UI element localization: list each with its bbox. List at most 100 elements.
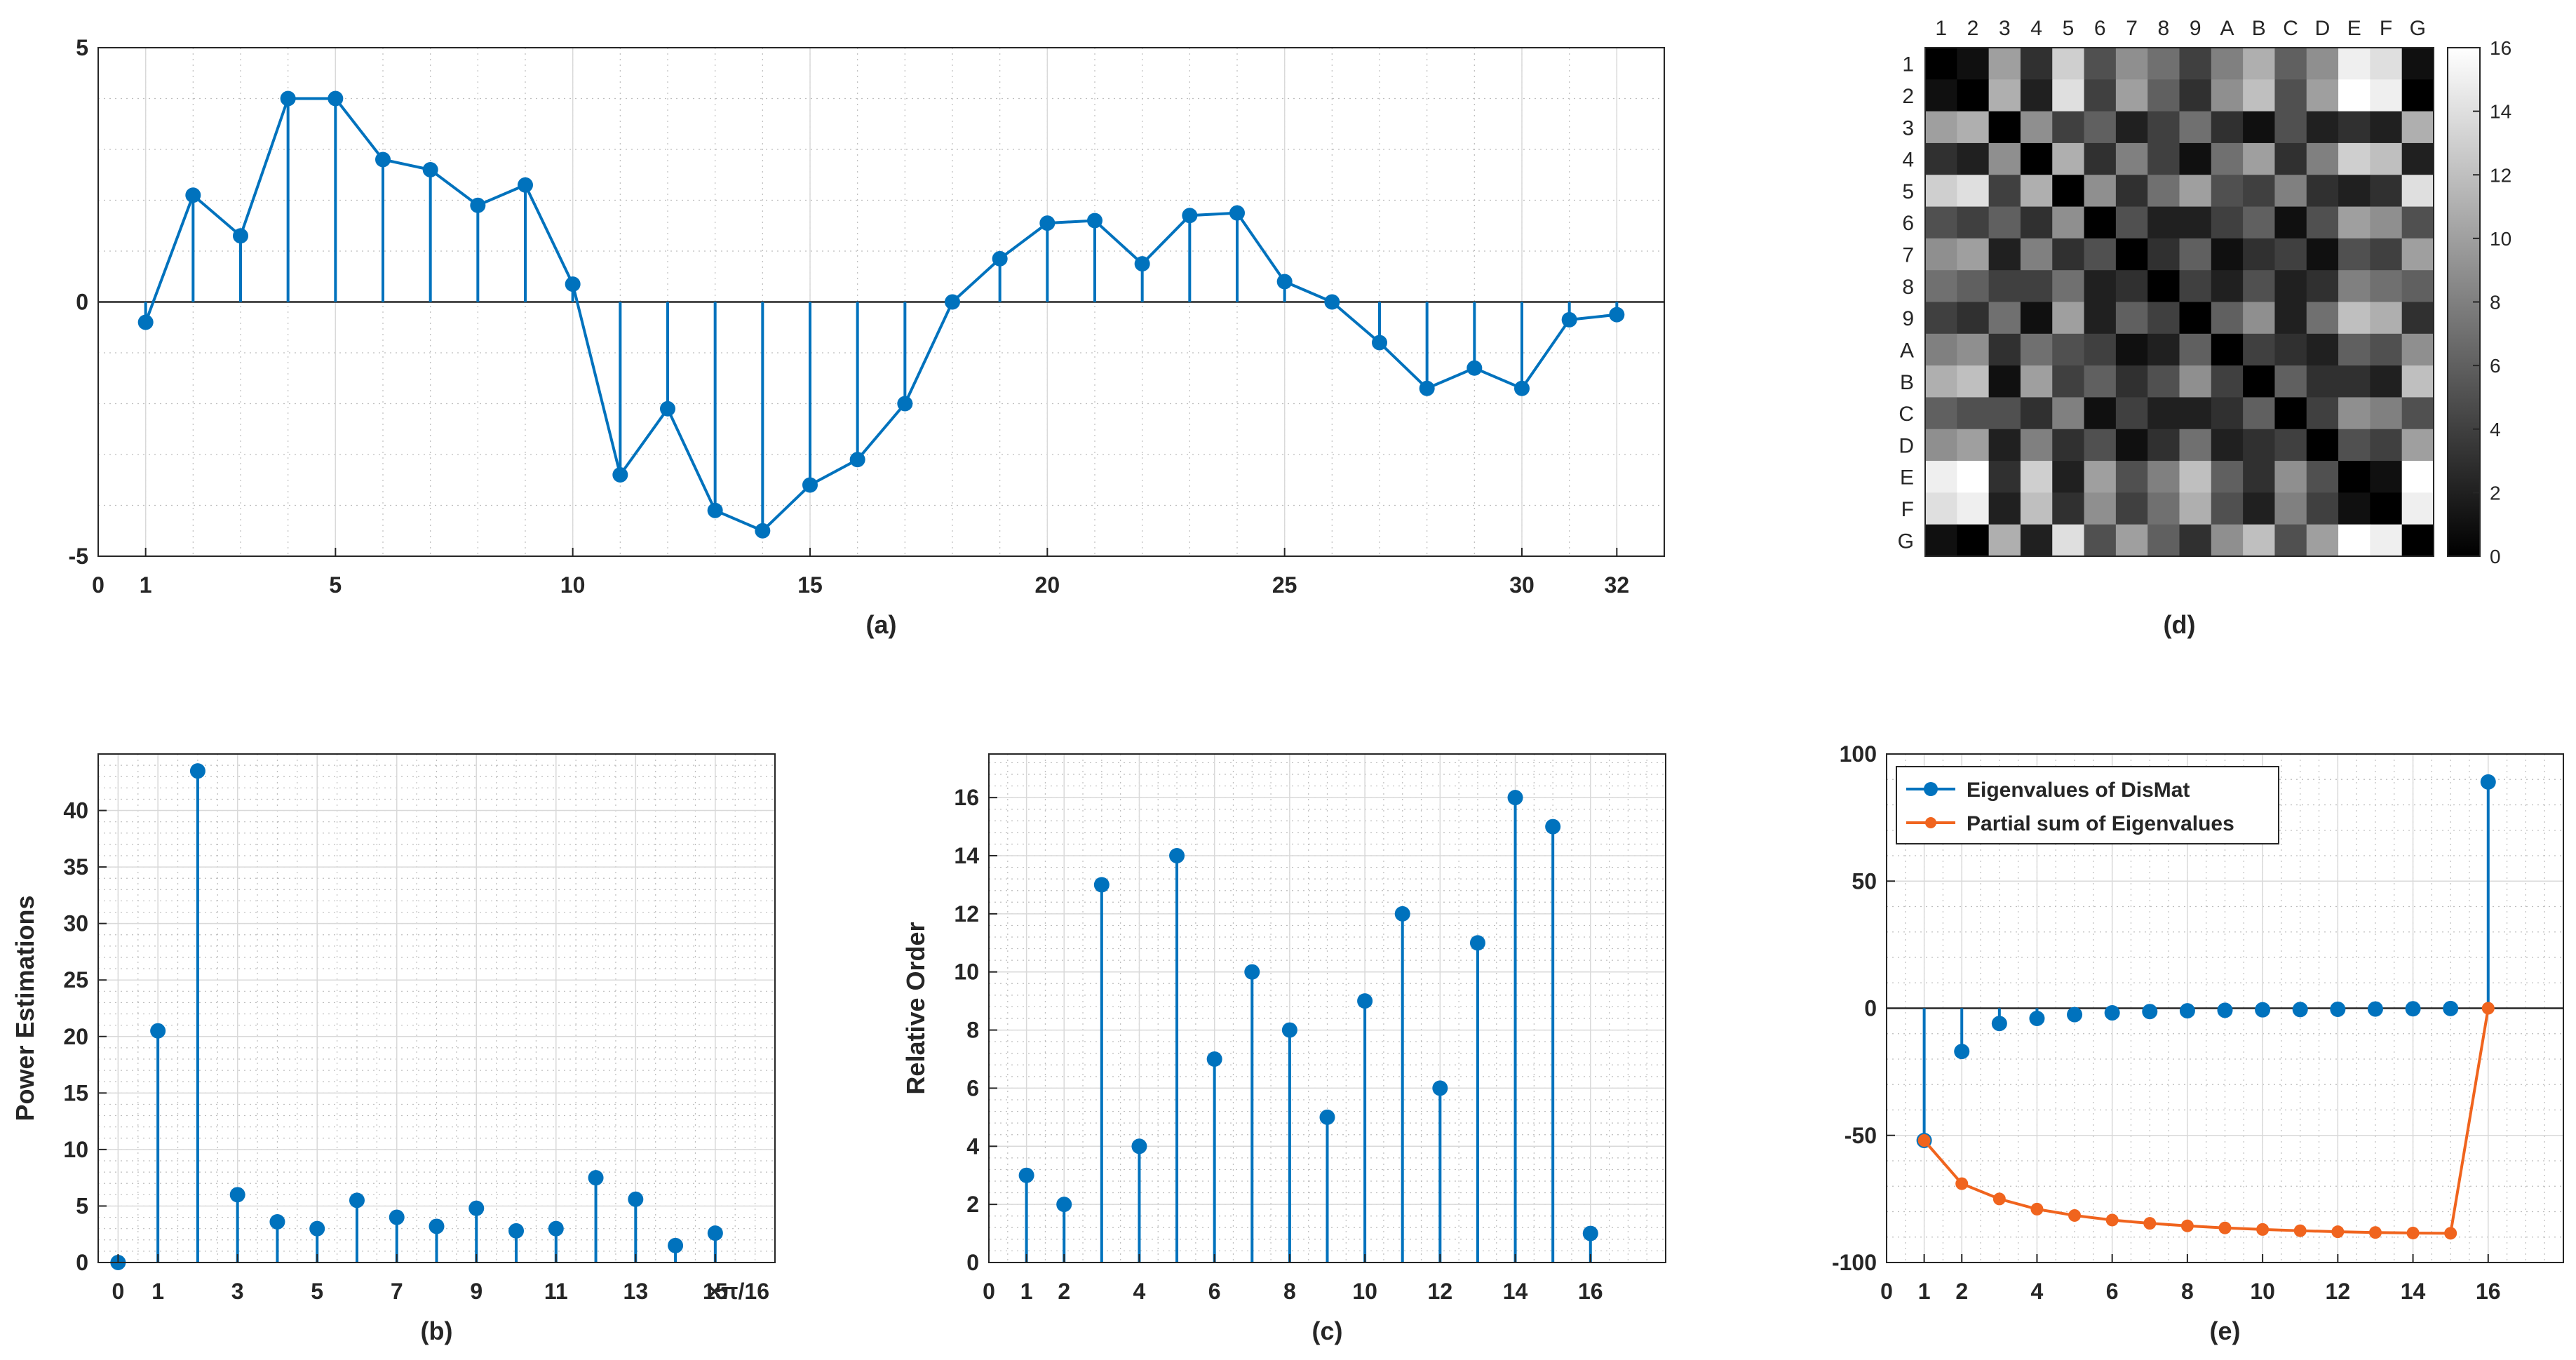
heatmap-cell bbox=[2243, 238, 2275, 271]
caption-d: (d) bbox=[2164, 610, 2196, 639]
heatmap-cell bbox=[2370, 524, 2403, 557]
heatmap-cell bbox=[1957, 270, 1990, 302]
y-axis-label: Power Estimations bbox=[11, 895, 39, 1121]
data-point bbox=[2480, 774, 2496, 790]
heatmap-cell bbox=[2052, 270, 2085, 302]
y-tick-label: 100 bbox=[1840, 741, 1877, 767]
heatmap-cell bbox=[1925, 461, 1957, 493]
heatmap-cell bbox=[2084, 524, 2117, 557]
column-label: 6 bbox=[2094, 17, 2106, 40]
heatmap-cell bbox=[2243, 302, 2275, 335]
data-point bbox=[185, 187, 201, 203]
data-point bbox=[1169, 848, 1185, 863]
data-point bbox=[2368, 1226, 2382, 1239]
heatmap-cell bbox=[2211, 302, 2244, 335]
heatmap-cell bbox=[1925, 302, 1957, 335]
heatmap-cell bbox=[2243, 142, 2275, 175]
data-point bbox=[1131, 1138, 1147, 1154]
data-point bbox=[2068, 1208, 2082, 1222]
heatmap-cell bbox=[2179, 111, 2212, 144]
heatmap-cell bbox=[1957, 492, 1990, 525]
heatmap-cell bbox=[2370, 333, 2403, 366]
data-point bbox=[2331, 1225, 2345, 1239]
data-point bbox=[328, 90, 344, 107]
heatmap-cell bbox=[2115, 48, 2148, 80]
colorbar-tick-label: 14 bbox=[2490, 101, 2511, 123]
x-tick-label: 14 bbox=[1503, 1279, 1528, 1304]
y-tick-label: 14 bbox=[954, 843, 979, 868]
heatmap-cell bbox=[2274, 429, 2307, 462]
data-point bbox=[1056, 1197, 1072, 1213]
row-label: B bbox=[1900, 371, 1914, 394]
x-tick-label: 12 bbox=[1428, 1279, 1453, 1304]
x-tick-label: 6 bbox=[1208, 1279, 1221, 1304]
colorbar-tick-label: 16 bbox=[2490, 37, 2511, 59]
y-tick-label: 5 bbox=[76, 1193, 88, 1218]
heatmap-cell bbox=[1957, 397, 1990, 430]
data-point bbox=[269, 1214, 285, 1230]
row-label: F bbox=[1901, 498, 1914, 521]
y-tick-label: -100 bbox=[1832, 1250, 1877, 1275]
heatmap-cell bbox=[2211, 142, 2244, 175]
legend-swatch-marker bbox=[1924, 782, 1938, 796]
data-point bbox=[1582, 1225, 1598, 1241]
heatmap-cell bbox=[2052, 365, 2085, 398]
row-label: E bbox=[1900, 466, 1914, 490]
data-point bbox=[309, 1220, 325, 1237]
heatmap-cell bbox=[2211, 79, 2244, 112]
heatmap-cell bbox=[2274, 365, 2307, 398]
data-point bbox=[992, 250, 1008, 267]
heatmap-cell bbox=[2084, 206, 2117, 239]
heatmap-cell bbox=[2115, 175, 2148, 208]
x-tick-label: 10 bbox=[560, 572, 586, 598]
series-e-1 bbox=[1917, 1002, 2495, 1240]
data-point bbox=[707, 1225, 723, 1241]
column-label: E bbox=[2347, 17, 2361, 40]
heatmap-cell bbox=[2052, 175, 2085, 208]
heatmap-cell bbox=[2306, 48, 2339, 80]
heatmap-cell bbox=[2179, 492, 2212, 525]
heatmap-cell bbox=[2306, 429, 2339, 462]
x-tick-label: 5 bbox=[311, 1279, 323, 1304]
colorbar-tick-label: 8 bbox=[2490, 292, 2501, 314]
heatmap-cell bbox=[2401, 111, 2434, 144]
data-point bbox=[1182, 208, 1198, 224]
y-tick-label: 5 bbox=[76, 35, 88, 60]
heatmap-cell bbox=[2401, 48, 2434, 80]
heatmap-cell bbox=[2147, 429, 2180, 462]
row-label: 4 bbox=[1902, 149, 1914, 172]
data-point bbox=[518, 177, 533, 193]
data-point bbox=[389, 1209, 405, 1225]
x-tick-label: 11 bbox=[544, 1279, 568, 1304]
heatmap-cell bbox=[2338, 461, 2371, 493]
heatmap-cell bbox=[1925, 206, 1957, 239]
data-point bbox=[628, 1191, 644, 1207]
series-line bbox=[1923, 1008, 2490, 1235]
heatmap-cell bbox=[1988, 111, 2021, 144]
heatmap-cell bbox=[2211, 111, 2244, 144]
heatmap-cell bbox=[1988, 397, 2021, 430]
x-tick-label: 30 bbox=[1509, 572, 1535, 598]
data-point bbox=[2292, 1002, 2308, 1018]
heatmap-cell bbox=[2338, 111, 2371, 144]
heatmap-cell bbox=[1988, 142, 2021, 175]
data-point bbox=[2293, 1224, 2307, 1237]
data-point bbox=[349, 1192, 365, 1208]
data-point bbox=[897, 396, 913, 412]
heatmap-cell bbox=[2306, 365, 2339, 398]
chart-d: 1 2 3 4 5 6 7 8 9 A B C D E F G123456789ABCDEFG02468101… bbox=[1898, 17, 2512, 639]
caption-a: (a) bbox=[866, 610, 897, 639]
heatmap-cell bbox=[2211, 524, 2244, 557]
heatmap-cell bbox=[2370, 461, 2403, 493]
data-point bbox=[2367, 1001, 2383, 1017]
heatmap-cell bbox=[2243, 206, 2275, 239]
heatmap-cell bbox=[2370, 238, 2403, 271]
column-label: 2 bbox=[1967, 17, 1979, 40]
heatmap-cell bbox=[1925, 365, 1957, 398]
heatmap-cell bbox=[2084, 79, 2117, 112]
heatmap-cell bbox=[2179, 238, 2212, 271]
heatmap-cell bbox=[2115, 397, 2148, 430]
heatmap-cell bbox=[2052, 524, 2085, 557]
heatmap-cell bbox=[2179, 79, 2212, 112]
